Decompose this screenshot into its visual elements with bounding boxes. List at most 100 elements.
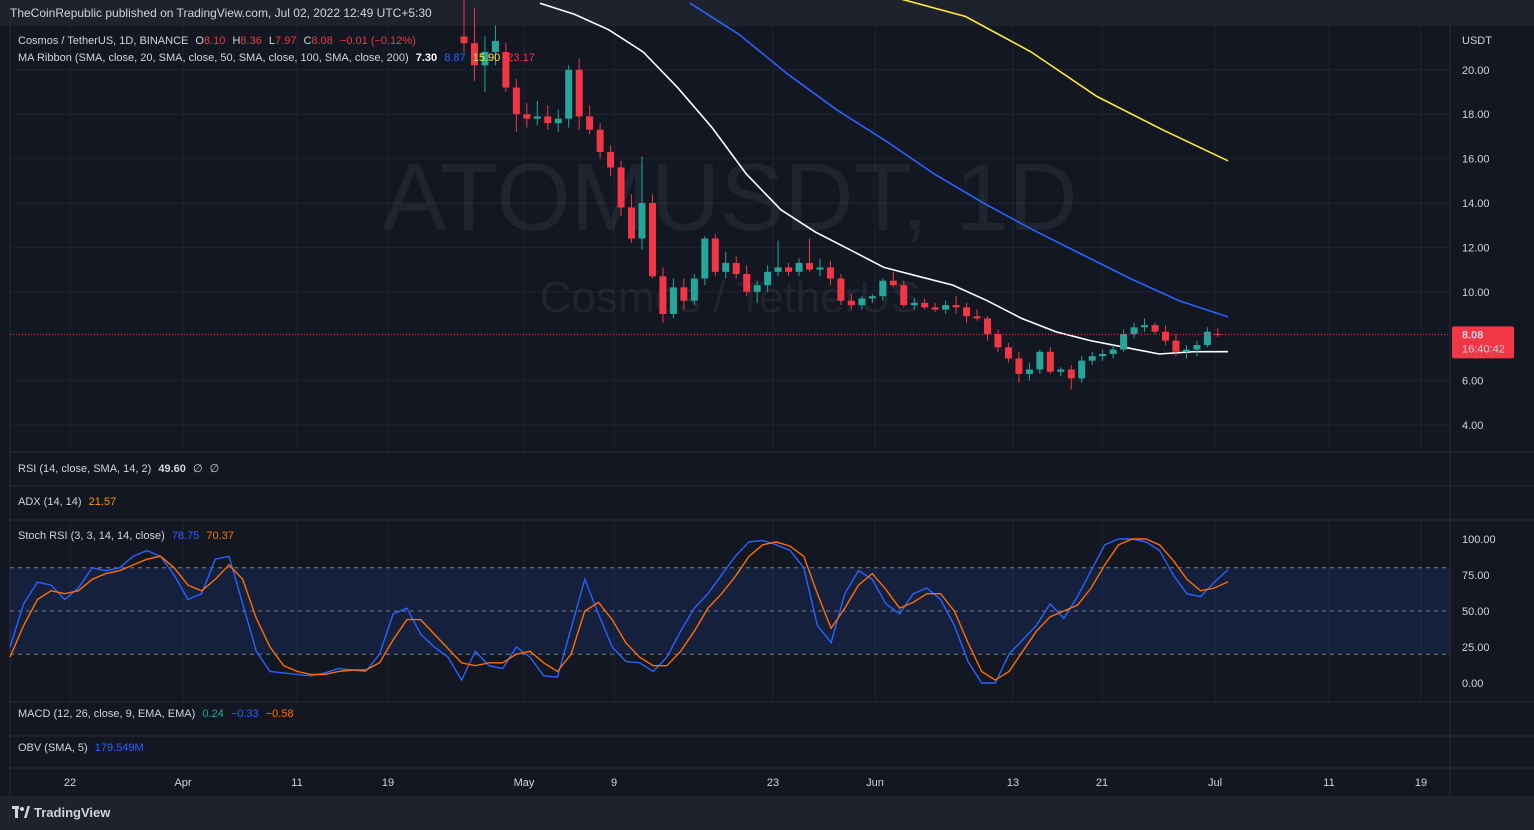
candle — [1046, 347, 1054, 374]
adx-legend: ADX (14, 14) 21.57 — [18, 496, 120, 508]
candle-body — [523, 114, 531, 119]
candle-body — [1203, 331, 1211, 346]
candle — [1120, 329, 1128, 352]
candle — [952, 296, 960, 314]
adx-title[interactable]: ADX (14, 14) — [18, 496, 82, 508]
time-tick-label: 11 — [1323, 777, 1334, 789]
ma50-value: 8.87 — [444, 52, 466, 64]
candle-body — [575, 69, 583, 117]
candle-body — [533, 116, 541, 119]
candle — [942, 300, 950, 314]
candle — [565, 65, 573, 128]
stoch-tick-label: 25.00 — [1462, 642, 1490, 654]
price-tag-value: 8.08 — [1462, 329, 1483, 341]
time-tick-label: Jul — [1208, 777, 1222, 789]
symbol-title[interactable]: Cosmos / TetherUS, 1D, BINANCE — [18, 35, 189, 47]
ma-title[interactable]: MA Ribbon (SMA, close, 20, SMA, close, 5… — [18, 52, 409, 64]
candle-body — [502, 52, 510, 88]
price-tick-label: 12.00 — [1462, 242, 1490, 254]
publish-info: TheCoinRepublic published on TradingView… — [10, 6, 432, 20]
candle — [963, 302, 971, 323]
candle — [1025, 362, 1033, 381]
candle-body — [837, 278, 845, 301]
time-tick-label: May — [514, 777, 535, 789]
candle — [502, 43, 510, 92]
stoch-legend: Stoch RSI (3, 3, 14, 14, close) 78.75 70… — [18, 530, 238, 542]
candle-body — [1141, 325, 1149, 328]
candle-body — [984, 318, 991, 334]
candle-body — [586, 116, 594, 130]
candle — [1067, 365, 1075, 390]
candle — [900, 280, 908, 308]
time-tick-label: 9 — [611, 777, 617, 789]
candle-body — [1120, 333, 1128, 350]
stoch-tick-label: 75.00 — [1462, 570, 1490, 582]
candle-body — [1067, 369, 1075, 379]
candle — [680, 278, 688, 310]
candle-body — [617, 167, 625, 208]
candle-body — [795, 262, 803, 272]
candle-body — [921, 302, 929, 308]
candle-body — [1004, 347, 1012, 359]
candle — [743, 265, 751, 297]
candle — [826, 260, 834, 286]
candle-body — [1193, 345, 1201, 350]
candle-body — [806, 262, 814, 270]
candle-body — [1025, 369, 1033, 374]
stoch-title[interactable]: Stoch RSI (3, 3, 14, 14, close) — [18, 530, 165, 542]
time-tick-label: 23 — [767, 777, 779, 789]
obv-title[interactable]: OBV (SMA, 5) — [18, 742, 88, 754]
candle — [774, 240, 782, 277]
candle-body — [470, 43, 478, 66]
candle-body — [690, 278, 698, 301]
stoch-k-value: 78.75 — [171, 530, 200, 542]
macd-legend: MACD (12, 26, close, 9, EMA, EMA) 0.24 −… — [18, 708, 298, 720]
tradingview-logo[interactable]: TradingView — [12, 796, 110, 830]
candle — [1057, 367, 1065, 377]
candle — [889, 271, 897, 288]
candle — [785, 262, 793, 277]
candle — [470, 7, 478, 81]
candle-body — [1172, 340, 1180, 352]
macd-value: 0.24 — [202, 708, 224, 720]
price-tag-countdown: 16:40:42 — [1462, 343, 1505, 355]
candle-body — [785, 267, 793, 272]
rsi-title[interactable]: RSI (14, close, SMA, 14, 2) — [18, 463, 152, 475]
candle — [1036, 349, 1044, 374]
time-tick-label: 19 — [382, 777, 394, 789]
candle — [617, 160, 625, 217]
candle — [586, 105, 594, 135]
candle — [1182, 345, 1190, 359]
candle-body — [460, 36, 468, 44]
rsi-na-2: ∅ — [209, 463, 220, 475]
obv-value: 179.549M — [94, 742, 144, 754]
candle-body — [753, 285, 761, 292]
candle — [816, 258, 824, 277]
candle — [481, 36, 489, 92]
price-tick-label: 18.00 — [1462, 109, 1490, 121]
time-tick-label: 13 — [1007, 777, 1019, 789]
macd-signal-value: −0.33 — [230, 708, 259, 720]
price-tick-label: 14.00 — [1462, 198, 1490, 210]
candle — [523, 103, 531, 128]
candle-body — [1130, 327, 1138, 334]
stoch-tick-label: 100.00 — [1462, 534, 1496, 546]
obv-legend: OBV (SMA, 5) 179.549M — [18, 742, 148, 754]
time-tick-label: Apr — [174, 777, 191, 789]
candle — [1109, 345, 1117, 359]
currency-label: USDT — [1462, 35, 1492, 47]
adx-value: 21.57 — [88, 496, 117, 508]
macd-title[interactable]: MACD (12, 26, close, 9, EMA, EMA) — [18, 708, 196, 720]
candle — [544, 105, 552, 130]
price-tick-label: 4.00 — [1462, 420, 1483, 432]
candle — [973, 309, 981, 321]
candle — [669, 278, 677, 319]
candle-body — [732, 262, 740, 275]
candle — [732, 256, 740, 279]
ma100-value: 15.90 — [472, 52, 501, 64]
candle-body — [868, 296, 876, 299]
candle-body — [1015, 358, 1023, 374]
tradingview-icon — [12, 806, 30, 818]
candle-body — [1078, 360, 1086, 379]
